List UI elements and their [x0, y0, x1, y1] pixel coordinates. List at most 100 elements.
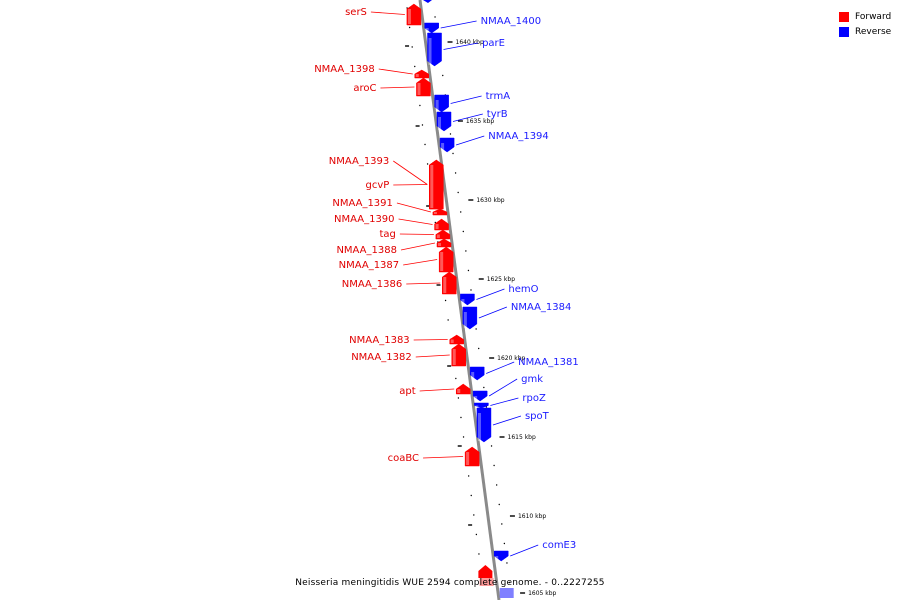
gene-label-aroc[interactable]: aroC [353, 83, 376, 94]
gene-highlight [440, 252, 444, 271]
legend-label-reverse: Reverse [855, 26, 892, 37]
gene-label-nmaa-1384[interactable]: NMAA_1384 [511, 302, 572, 313]
label-connector [488, 378, 518, 397]
gene-labels: serS NMAA_1398 aroC NMAA_1393 gcvP NMAA_1391 N… [314, 7, 579, 557]
gene-label-nmaa-1381[interactable]: NMAA_1381 [518, 357, 579, 368]
gene-label-tag[interactable]: tag [379, 229, 395, 240]
gene-nmaa-1381[interactable] [469, 366, 485, 381]
gene-tyrb[interactable] [436, 111, 452, 132]
gene-partial[interactable] [423, 0, 432, 3]
gene-label-coabc[interactable]: coaBC [388, 453, 419, 464]
gene-label-nmaa-1390[interactable]: NMAA_1390 [334, 214, 395, 225]
gene-label-nmaa-1387[interactable]: NMAA_1387 [339, 260, 400, 271]
marker-dot [419, 104, 421, 107]
gene-tag[interactable] [435, 229, 451, 240]
gene-rpoz[interactable] [474, 402, 489, 409]
marker-dot [473, 514, 475, 516]
label-connector [419, 388, 455, 392]
gene-label-gmk[interactable]: gmk [521, 374, 543, 385]
gene-label-apt[interactable]: apt [399, 386, 415, 397]
gene-trma[interactable] [434, 94, 449, 113]
marker-dot [434, 221, 436, 224]
gene-partial[interactable] [499, 588, 514, 598]
gene-partial[interactable] [478, 565, 493, 578]
gene-label-nmaa-1393[interactable]: NMAA_1393 [329, 156, 390, 167]
gene-hemo[interactable] [460, 293, 475, 306]
marker-dot [467, 269, 470, 272]
gene-aroc[interactable] [416, 77, 431, 97]
marker-dot [501, 523, 503, 525]
gene-highlight [452, 349, 456, 365]
gene-nmaa-1388[interactable] [436, 238, 452, 248]
gene-highlight [435, 224, 439, 229]
gene-label-hemo[interactable]: hemO [508, 284, 538, 295]
label-connector [406, 282, 441, 285]
scale-ticks: 1640 kbp 1635 kbp 1630 kbp 1625 kbp 1620 kbp… [405, 39, 557, 597]
marker-dot [444, 299, 447, 302]
label-connector [393, 184, 428, 186]
gene-label-spot[interactable]: spoT [525, 411, 550, 422]
gene-come3[interactable] [493, 550, 509, 562]
gene-nmaa-1398[interactable] [414, 69, 429, 79]
gene-sers[interactable] [406, 3, 422, 26]
genome-backbone [418, 0, 501, 600]
gene-nmaa-1391[interactable] [432, 208, 448, 216]
gene-nmaa-1400[interactable] [424, 22, 439, 34]
gene-label-gcvp[interactable]: gcvP [365, 180, 389, 191]
gene-nmaa-1390[interactable] [434, 218, 449, 231]
marker-dot [470, 494, 472, 497]
marker-dot [462, 230, 464, 233]
gene-label-nmaa-1383[interactable]: NMAA_1383 [349, 335, 410, 346]
scale-tick-label: 1640 kbp [456, 39, 484, 46]
gene-highlight [433, 212, 437, 214]
marker-dot [465, 250, 467, 252]
gene-label-sers[interactable]: serS [345, 7, 367, 18]
gene-apt[interactable] [455, 383, 471, 395]
scale-tick-label: 1635 kbp [466, 118, 494, 125]
label-connector [452, 113, 483, 122]
gene-partial[interactable] [479, 578, 494, 586]
marker-dot [460, 211, 462, 213]
gene-gmk[interactable] [472, 390, 488, 402]
gene-nmaa-1382[interactable] [451, 343, 466, 367]
gene-label-come3[interactable]: comE3 [542, 540, 576, 551]
gene-pare[interactable] [427, 32, 442, 67]
gene-label-nmaa-1391[interactable]: NMAA_1391 [332, 198, 393, 209]
gene-label-trma[interactable]: trmA [486, 91, 511, 102]
reverse-swatch [839, 26, 849, 37]
gene-label-nmaa-1400[interactable]: NMAA_1400 [481, 16, 542, 27]
gene-spot[interactable] [476, 407, 492, 443]
gene-coabc[interactable] [464, 446, 480, 467]
label-connector [455, 135, 485, 146]
gene-highlight [435, 100, 439, 111]
marker-dot [457, 397, 460, 399]
gene-label-nmaa-1386[interactable]: NMAA_1386 [342, 279, 403, 290]
marker-dot [449, 133, 452, 135]
gene-nmaa-1386[interactable] [442, 271, 457, 295]
gene-label-rpoz[interactable]: rpoZ [522, 393, 546, 404]
label-connector [370, 11, 405, 15]
legend-item-reverse[interactable]: Reverse [839, 24, 891, 39]
marker-dot [452, 152, 454, 155]
label-connector [492, 415, 522, 426]
label-connector [399, 233, 434, 235]
gene-nmaa-1394[interactable] [439, 137, 455, 153]
gene-nmaa-1387[interactable] [438, 246, 454, 273]
gene-nmaa-1383[interactable] [449, 334, 464, 345]
gene-features [406, 0, 514, 598]
gene-label-nmaa-1388[interactable]: NMAA_1388 [336, 245, 397, 256]
label-connector [415, 354, 450, 358]
marker-dot [455, 377, 457, 380]
gene-label-tyrb[interactable]: tyrB [487, 109, 508, 120]
gene-highlight [474, 396, 478, 400]
gene-gcvp[interactable] [429, 159, 444, 210]
gene-label-nmaa-1382[interactable]: NMAA_1382 [351, 352, 412, 363]
label-connector [413, 339, 448, 341]
legend-item-forward[interactable]: Forward [839, 9, 891, 24]
gene-label-nmaa-1398[interactable]: NMAA_1398 [314, 64, 375, 75]
gene-highlight [437, 243, 441, 246]
scale-tick-label: 1625 kbp [487, 276, 515, 283]
gene-nmaa-1384[interactable] [462, 306, 478, 330]
gene-label-pare[interactable]: parE [482, 38, 505, 49]
gene-label-nmaa-1394[interactable]: NMAA_1394 [488, 131, 549, 142]
